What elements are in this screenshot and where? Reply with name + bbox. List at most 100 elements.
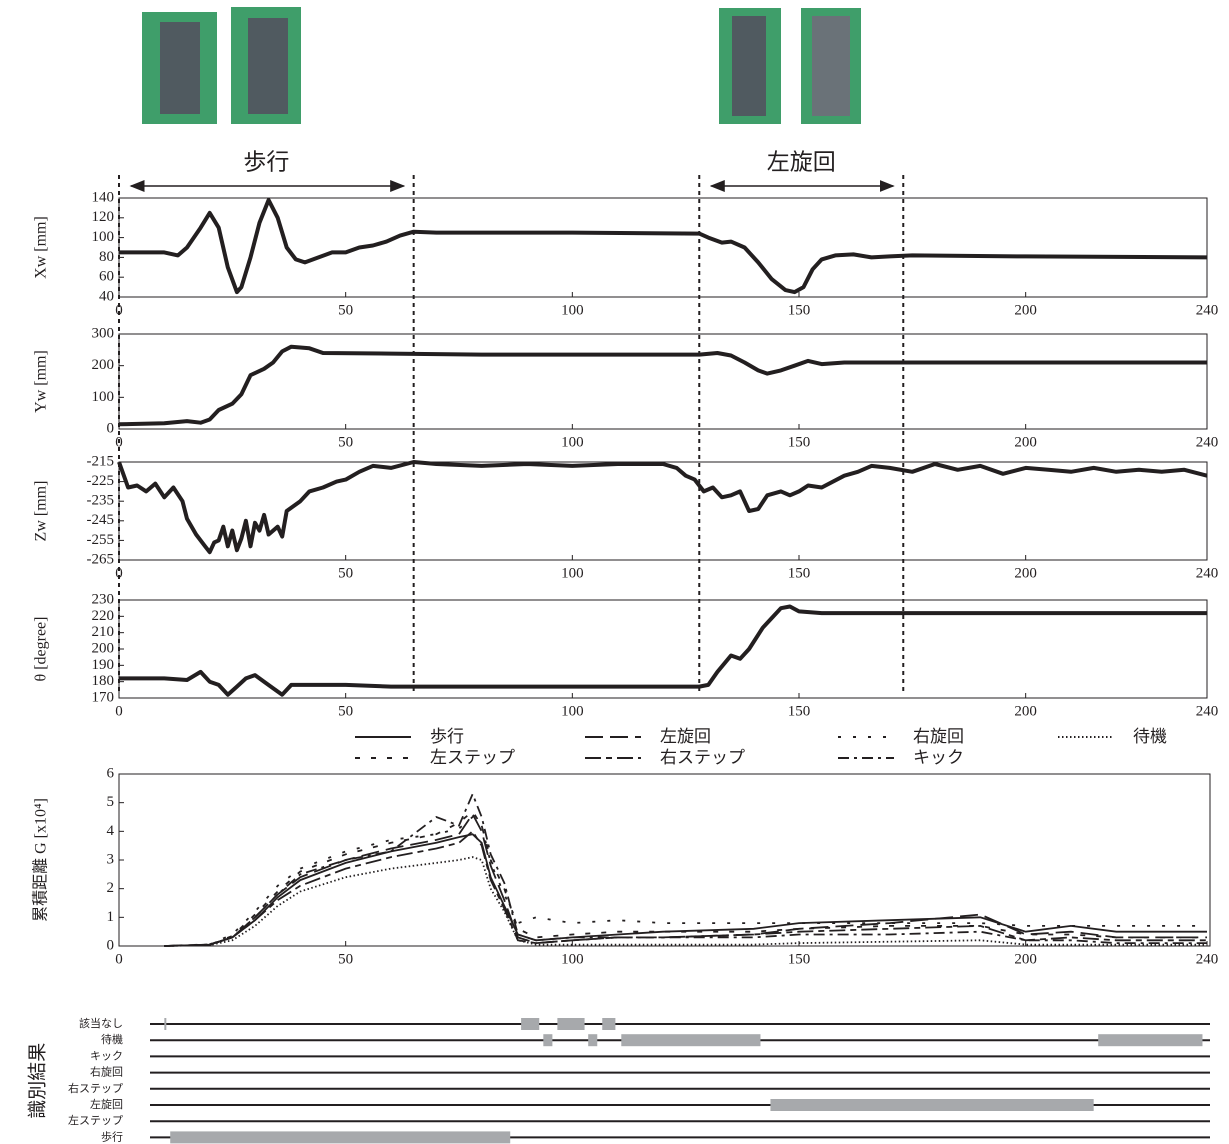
- y-tick-label: 80: [99, 249, 114, 265]
- y-tick-label: 60: [99, 269, 114, 285]
- recognition-bar: [770, 1099, 1093, 1111]
- y-tick-label: 40: [99, 288, 114, 304]
- row-label: 右旋回: [90, 1065, 123, 1079]
- x-tick-label: 50: [338, 703, 353, 719]
- y-tick-label: 100: [92, 389, 115, 405]
- y-tick-label: 230: [92, 591, 115, 607]
- y-tick-label: 100: [92, 229, 115, 245]
- y-tick-label: -235: [87, 493, 115, 509]
- x-tick-label: 150: [788, 565, 811, 581]
- y-axis-label: Zw [mm]: [33, 481, 50, 542]
- x-tick-label: 100: [561, 302, 584, 318]
- x-tick-label: 150: [788, 302, 811, 318]
- series-line: [164, 811, 1207, 946]
- recognition-bar: [543, 1034, 552, 1046]
- y-tick-label: 140: [92, 189, 115, 205]
- y-tick-label: 1: [107, 909, 115, 925]
- y-tick-label: 200: [92, 357, 115, 373]
- photo-robot: [160, 22, 200, 114]
- x-tick-label: 100: [561, 951, 584, 967]
- legend-label: 待機: [1133, 727, 1167, 747]
- x-tick-label: 100: [561, 565, 584, 581]
- y-tick-label: 180: [92, 673, 115, 689]
- x-tick-label: 0: [115, 703, 123, 719]
- legend-label: 右旋回: [913, 727, 964, 747]
- row-label: 左旋回: [90, 1097, 123, 1111]
- x-tick-label: 0: [115, 951, 123, 967]
- row-label: 右ステップ: [68, 1081, 123, 1095]
- recognition-bar: [588, 1034, 597, 1046]
- y-tick-label: 0: [107, 937, 115, 953]
- series-line: [164, 817, 1207, 946]
- recognition-bar: [602, 1018, 615, 1030]
- timeline-title: 識別結果: [27, 1043, 49, 1119]
- y-tick-label: -215: [87, 453, 115, 469]
- x-tick-label: 240: [1196, 302, 1219, 318]
- x-tick-label: 240: [1196, 434, 1219, 450]
- x-tick-label: 240: [1196, 951, 1219, 967]
- photo-robot: [732, 16, 766, 116]
- phase-label: 歩行: [243, 150, 289, 176]
- y-axis-label: Yw [mm]: [33, 350, 50, 413]
- row-label: キック: [90, 1049, 123, 1062]
- y-tick-label: 200: [92, 640, 115, 656]
- y-tick-label: 220: [92, 608, 115, 624]
- recognition-bar: [170, 1131, 510, 1143]
- x-tick-label: 150: [788, 951, 811, 967]
- recognition-bar: [1098, 1034, 1202, 1046]
- x-tick-label: 200: [1014, 703, 1037, 719]
- x-tick-label: 200: [1014, 565, 1037, 581]
- plot-frame: [119, 334, 1207, 429]
- y-tick-label: 0: [107, 420, 115, 436]
- y-axis-label: Xw [mm]: [33, 216, 50, 279]
- row-label: 左ステップ: [68, 1114, 123, 1127]
- y-tick-label: 300: [92, 325, 115, 341]
- x-tick-label: 100: [561, 703, 584, 719]
- recognition-bar: [557, 1018, 584, 1030]
- y-tick-label: 6: [107, 765, 115, 781]
- legend-label: キック: [913, 748, 964, 768]
- data-line: [119, 607, 1207, 695]
- legend-label: 左ステップ: [430, 748, 515, 768]
- y-tick-label: 4: [107, 823, 115, 839]
- robot-photos: [142, 7, 861, 124]
- legend-label: 歩行: [430, 727, 464, 747]
- x-tick-label: 200: [1014, 951, 1037, 967]
- x-tick-label: 50: [338, 951, 353, 967]
- row-label: 該当なし: [79, 1016, 123, 1030]
- legend-label: 左旋回: [660, 727, 711, 747]
- figure: 406080100120140050100150200240Xw [mm]010…: [0, 0, 1229, 1144]
- recognition-bar: [521, 1018, 539, 1030]
- y-tick-label: 2: [107, 880, 115, 896]
- y-tick-label: 170: [92, 689, 115, 705]
- y-tick-label: -225: [87, 473, 115, 489]
- x-tick-label: 200: [1014, 434, 1037, 450]
- y-axis-label: 累積距離 G [x10⁴]: [32, 798, 50, 922]
- data-line: [119, 200, 1207, 292]
- x-tick-label: 240: [1196, 703, 1219, 719]
- x-tick-label: 150: [788, 434, 811, 450]
- series-line: [164, 857, 1207, 946]
- series-line: [164, 834, 1207, 946]
- x-tick-label: 150: [788, 703, 811, 719]
- x-tick-label: 50: [338, 434, 353, 450]
- plot-frame: [119, 462, 1207, 560]
- photo-robot: [248, 18, 288, 114]
- legend-label: 右ステップ: [660, 748, 745, 768]
- page: 406080100120140050100150200240Xw [mm]010…: [0, 0, 1229, 1144]
- y-tick-label: -255: [87, 532, 115, 548]
- photo-robot: [812, 16, 850, 116]
- plot-frame: [119, 774, 1210, 946]
- y-tick-label: 5: [107, 794, 115, 810]
- x-tick-label: 100: [561, 434, 584, 450]
- x-tick-label: 240: [1196, 565, 1219, 581]
- recognition-bar: [164, 1018, 166, 1030]
- recognition-bar: [621, 1034, 760, 1046]
- series-line: [164, 814, 1207, 946]
- y-tick-label: 3: [107, 851, 115, 867]
- x-tick-label: 50: [338, 302, 353, 318]
- plot-frame: [119, 198, 1207, 297]
- y-tick-label: 190: [92, 657, 115, 673]
- y-tick-label: 120: [92, 209, 115, 225]
- y-tick-label: -245: [87, 512, 115, 528]
